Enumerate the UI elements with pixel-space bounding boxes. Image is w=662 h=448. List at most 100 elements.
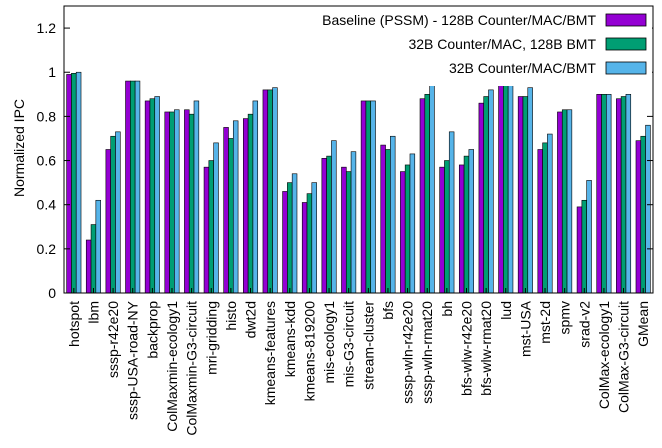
bar: [448, 131, 455, 294]
bar: [478, 102, 485, 294]
bar: [547, 133, 553, 294]
legend-background: [296, 8, 652, 86]
bar: [232, 120, 239, 294]
x-tick-label: kmeans-kdd: [282, 301, 298, 377]
x-tick-label: GMean: [635, 301, 651, 347]
bar: [311, 182, 317, 294]
x-tick-label: hotspot: [66, 301, 82, 347]
bar: [439, 166, 445, 294]
bar: [616, 98, 622, 294]
bar: [75, 71, 82, 294]
bar: [601, 94, 607, 294]
legend-swatch: [605, 61, 647, 75]
x-tick-label: mri-gridding: [203, 301, 219, 375]
x-tick-label: ColMaxmin-G3-circuit: [184, 301, 200, 436]
legend-label: 32B Counter/MAC, 128B BMT: [408, 36, 596, 52]
bar: [174, 109, 180, 294]
bar: [419, 98, 426, 294]
x-tick-label: bfs-wlw-rmat20: [478, 301, 494, 396]
bar: [350, 151, 357, 294]
x-tick-label: kmeans-819200: [301, 301, 317, 402]
bar: [130, 80, 136, 294]
bar: [321, 158, 327, 294]
bar: [424, 94, 430, 294]
bar: [115, 131, 121, 294]
bar: [208, 160, 214, 294]
bar: [527, 87, 533, 294]
bar: [596, 94, 602, 294]
x-tick-label: kmeans-features: [262, 301, 278, 405]
bar: [110, 135, 116, 294]
x-tick-label: srad-v2: [576, 301, 592, 348]
bar: [243, 118, 249, 294]
bar: [193, 100, 200, 294]
legend-label: Baseline (PSSM) - 128B Counter/MAC/BMT: [322, 12, 596, 28]
bar: [542, 142, 548, 294]
x-tick-label: sssp-r42e20: [105, 301, 121, 378]
y-tick-label: 1.2: [37, 20, 57, 36]
x-tick-label: sssp-USA-road-NY: [125, 300, 141, 420]
bar: [247, 113, 254, 294]
x-tick-label: ColMax-ecology1: [596, 301, 612, 409]
bar: [576, 206, 583, 294]
bar: [188, 113, 195, 294]
y-tick-label: 0.2: [37, 241, 57, 257]
x-tick-label: mis-G3-circuit: [341, 301, 357, 387]
x-tick-label: bfs: [380, 301, 396, 320]
x-tick-label: histo: [223, 301, 239, 331]
bar: [169, 111, 175, 294]
bar: [262, 89, 269, 294]
bar: [458, 164, 465, 294]
bar: [606, 94, 612, 294]
bar: [228, 138, 234, 294]
bar: [95, 199, 101, 294]
bars-layer: [66, 71, 651, 294]
bar: [331, 140, 337, 294]
bar: [625, 94, 632, 294]
y-axis-label: Normalized IPC: [11, 99, 27, 197]
bar: [223, 127, 229, 294]
bar: [488, 89, 494, 294]
bar: [640, 135, 646, 294]
bar: [444, 160, 450, 294]
bar: [404, 164, 411, 294]
x-tick-label: lud: [498, 301, 514, 320]
x-tick-label: bh: [439, 301, 455, 317]
legend-label: 32B Counter/MAC/BMT: [449, 60, 596, 76]
x-tick-label: backprop: [144, 301, 160, 359]
bar: [370, 100, 376, 294]
x-tick-label: mis-ecology1: [321, 301, 337, 384]
x-tick-label: dwt2d: [243, 301, 259, 338]
x-tick-label: stream-cluster: [360, 301, 376, 390]
bar: [306, 193, 313, 294]
bar: [400, 171, 406, 294]
bar: [517, 96, 524, 294]
x-tick-label: mst-USA: [517, 300, 533, 357]
bar: [468, 149, 474, 294]
x-tick-label: mst-2d: [537, 301, 553, 344]
y-tick-label: 0: [48, 285, 56, 301]
bar: [134, 80, 141, 294]
bar: [125, 80, 131, 294]
x-axis: hotspot lbm sssp-r42e20 sssp-USA-road-NY bac…: [66, 288, 651, 436]
bar: [66, 74, 72, 294]
y-axis: 0 0.2 0.4 0.6 0.8 1 1.2: [37, 20, 653, 301]
bar: [287, 182, 293, 294]
x-tick-label: sssp-wln-r42e20: [400, 301, 416, 404]
y-tick-label: 0.8: [37, 108, 57, 124]
bar: [105, 149, 111, 294]
bar: [581, 199, 587, 294]
y-tick-label: 1: [48, 64, 56, 80]
bar: [507, 80, 514, 294]
bar: [390, 135, 396, 294]
x-tick-label: ColMax-G3-circuit: [616, 301, 632, 413]
bar: [380, 144, 386, 294]
bar: [71, 73, 77, 294]
bar: [635, 140, 642, 294]
bar: [184, 109, 190, 294]
bar: [326, 155, 332, 294]
bar: [365, 100, 372, 294]
bar: [498, 78, 504, 294]
bar: [272, 87, 278, 294]
